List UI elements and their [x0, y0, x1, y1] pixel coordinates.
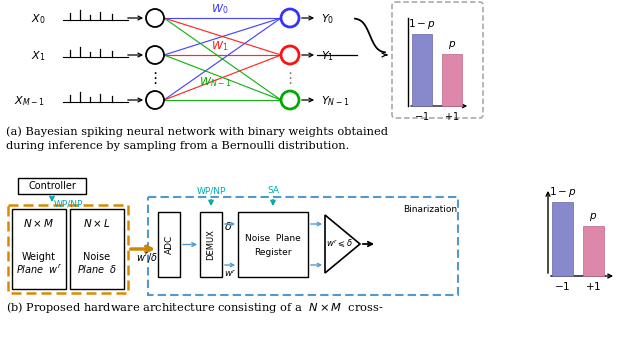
Circle shape — [146, 91, 164, 109]
Bar — [552, 202, 573, 276]
Text: ⋮: ⋮ — [147, 71, 163, 86]
Text: $w^r/\delta$: $w^r/\delta$ — [136, 251, 158, 265]
FancyBboxPatch shape — [200, 212, 222, 277]
Text: WP/NP: WP/NP — [196, 186, 226, 195]
FancyBboxPatch shape — [70, 209, 124, 289]
Circle shape — [146, 46, 164, 64]
FancyBboxPatch shape — [18, 178, 86, 194]
FancyBboxPatch shape — [238, 212, 308, 277]
FancyBboxPatch shape — [148, 197, 458, 295]
FancyBboxPatch shape — [8, 205, 128, 293]
Text: Weight: Weight — [22, 252, 56, 262]
Text: ⋮: ⋮ — [282, 71, 298, 86]
Text: $+1$: $+1$ — [586, 280, 602, 292]
FancyBboxPatch shape — [12, 209, 66, 289]
Text: Noise: Noise — [83, 252, 111, 262]
Circle shape — [146, 9, 164, 27]
FancyBboxPatch shape — [392, 2, 483, 118]
Text: Plane  $w^r$: Plane $w^r$ — [16, 262, 62, 276]
Circle shape — [281, 46, 299, 64]
Circle shape — [281, 91, 299, 109]
Text: $Y_0$: $Y_0$ — [321, 12, 334, 26]
FancyBboxPatch shape — [158, 212, 180, 277]
Polygon shape — [325, 215, 360, 273]
Text: $+1$: $+1$ — [444, 110, 460, 122]
Text: $p$: $p$ — [589, 211, 598, 223]
Text: Plane  $\delta$: Plane $\delta$ — [77, 263, 117, 275]
Text: $p$: $p$ — [448, 39, 456, 51]
Text: $N \times M$: $N \times M$ — [24, 217, 54, 229]
Text: $X_{M-1}$: $X_{M-1}$ — [14, 94, 45, 108]
Text: $Y_{N-1}$: $Y_{N-1}$ — [321, 94, 349, 108]
Text: $X_0$: $X_0$ — [31, 12, 45, 26]
Text: $N \times L$: $N \times L$ — [83, 217, 111, 229]
Text: SA: SA — [267, 186, 279, 195]
Text: ADC: ADC — [164, 235, 173, 254]
Text: $1-p$: $1-p$ — [548, 185, 576, 199]
Text: Noise  Plane: Noise Plane — [245, 234, 301, 243]
Text: (a) Bayesian spiking neural network with binary weights obtained
during inferenc: (a) Bayesian spiking neural network with… — [6, 126, 388, 151]
Bar — [442, 54, 462, 106]
Text: $\delta$: $\delta$ — [224, 220, 232, 232]
Text: Register: Register — [254, 248, 292, 257]
Text: $-1$: $-1$ — [414, 110, 429, 122]
Text: (b) Proposed hardware architecture consisting of a  $N \times M$  cross-: (b) Proposed hardware architecture consi… — [6, 300, 383, 315]
Bar — [583, 226, 604, 276]
Text: $W_{N-1}$: $W_{N-1}$ — [198, 75, 231, 89]
Text: $X_1$: $X_1$ — [31, 49, 45, 63]
Text: Binarization: Binarization — [403, 205, 457, 214]
Bar — [412, 34, 432, 106]
Text: $w^r$: $w^r$ — [223, 267, 236, 279]
Text: $Y_1$: $Y_1$ — [321, 49, 334, 63]
Text: $1-p$: $1-p$ — [408, 17, 436, 31]
Text: $W_1$: $W_1$ — [211, 39, 228, 53]
Text: Controller: Controller — [28, 181, 76, 191]
Circle shape — [281, 9, 299, 27]
Text: $W_0$: $W_0$ — [211, 2, 228, 16]
Text: DEMUX: DEMUX — [207, 229, 216, 260]
Text: WP/NP: WP/NP — [54, 199, 83, 208]
Text: $w^r \leqslant \delta$: $w^r \leqslant \delta$ — [326, 238, 353, 250]
Text: $-1$: $-1$ — [554, 280, 571, 292]
